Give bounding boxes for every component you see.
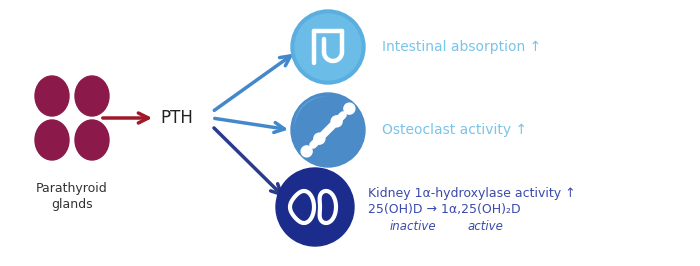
- Circle shape: [344, 103, 355, 114]
- Circle shape: [291, 10, 365, 84]
- Text: active: active: [468, 219, 504, 232]
- Circle shape: [301, 146, 312, 157]
- Ellipse shape: [35, 76, 69, 116]
- Ellipse shape: [75, 120, 109, 160]
- Text: 25(OH)D → 1α,25(OH)₂D: 25(OH)D → 1α,25(OH)₂D: [368, 203, 521, 217]
- Ellipse shape: [298, 202, 304, 212]
- Text: Intestinal absorption ↑: Intestinal absorption ↑: [382, 40, 541, 54]
- Circle shape: [295, 97, 353, 155]
- Ellipse shape: [35, 120, 69, 160]
- Text: Osteoclast activity ↑: Osteoclast activity ↑: [382, 123, 527, 137]
- Circle shape: [276, 168, 354, 246]
- Ellipse shape: [75, 76, 109, 116]
- Circle shape: [314, 133, 325, 144]
- Circle shape: [291, 93, 365, 167]
- Ellipse shape: [326, 202, 332, 212]
- Text: Parathyroid
glands: Parathyroid glands: [36, 182, 108, 211]
- Circle shape: [331, 116, 342, 127]
- Text: inactive: inactive: [390, 219, 437, 232]
- Text: PTH: PTH: [160, 109, 193, 127]
- Circle shape: [295, 14, 361, 80]
- Text: Kidney 1α-hydroxylase activity ↑: Kidney 1α-hydroxylase activity ↑: [368, 186, 575, 200]
- Circle shape: [295, 97, 361, 163]
